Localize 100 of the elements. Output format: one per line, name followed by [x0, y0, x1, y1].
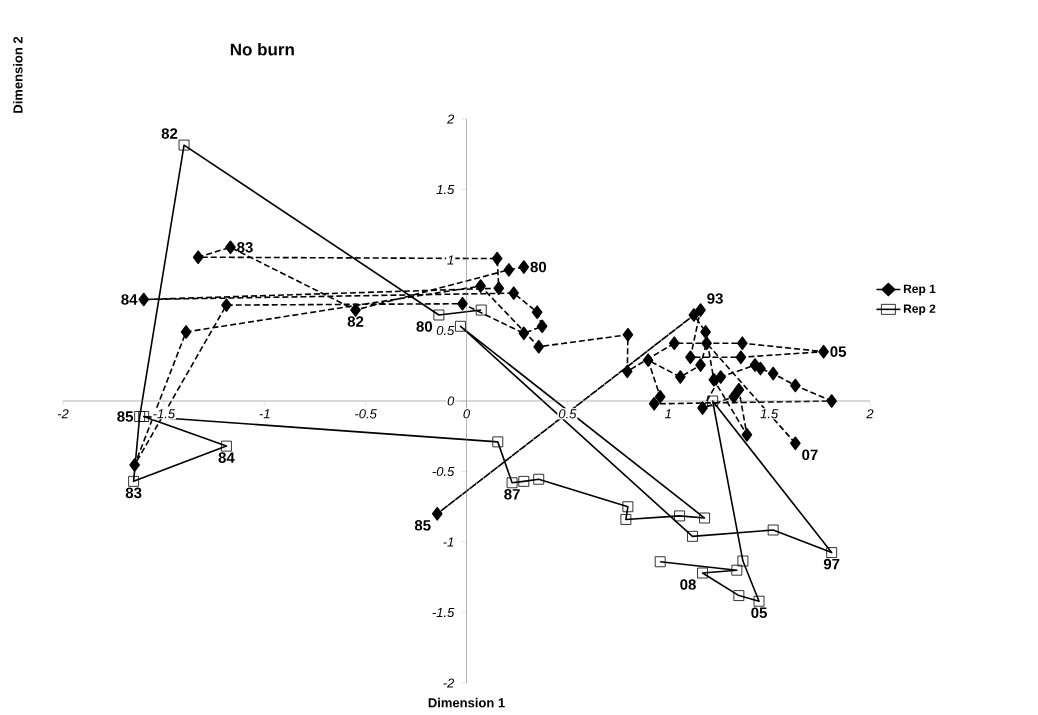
- annotation: 83: [237, 241, 253, 253]
- point: [134, 411, 146, 422]
- y-tick-label: -2: [443, 678, 455, 688]
- point: [221, 298, 232, 312]
- point: [518, 475, 530, 487]
- point: [700, 325, 711, 339]
- point: [457, 296, 468, 311]
- point: [225, 240, 236, 255]
- y-tick-label: 1.5: [436, 184, 455, 195]
- y-tick-label: 0: [447, 396, 455, 406]
- point: [753, 595, 765, 607]
- point: [622, 327, 634, 342]
- point: [129, 458, 140, 472]
- x-tick-label: 1: [664, 409, 671, 419]
- point: [533, 339, 545, 354]
- annotation: 80: [416, 321, 433, 332]
- x-tick-label: -1: [259, 409, 270, 419]
- point: [767, 366, 779, 381]
- point: [221, 440, 232, 452]
- legend-label: Rep 1: [903, 284, 936, 296]
- point: [697, 567, 708, 579]
- point: [475, 304, 487, 316]
- point: [735, 350, 747, 365]
- annotation: 05: [751, 607, 767, 619]
- point: [654, 389, 666, 404]
- point: [699, 512, 710, 524]
- point: [433, 309, 445, 321]
- point: [503, 263, 515, 277]
- point: [767, 524, 779, 536]
- point: [695, 303, 706, 317]
- chart-title: No burn: [230, 43, 294, 56]
- annotation: 08: [680, 579, 696, 590]
- annotation: 85: [117, 411, 134, 422]
- point: [518, 326, 530, 341]
- point: [506, 477, 518, 489]
- point: [685, 350, 696, 365]
- point: [708, 373, 720, 387]
- y-tick-label: 1: [447, 255, 454, 265]
- point: [674, 510, 685, 522]
- point: [818, 344, 829, 359]
- point: [531, 305, 543, 319]
- point: [192, 250, 204, 264]
- point: [733, 590, 745, 601]
- annotation: 83: [125, 487, 142, 499]
- x-tick-label: -1.5: [153, 409, 176, 419]
- annotation: 82: [347, 316, 364, 327]
- point: [178, 139, 190, 151]
- point: [128, 475, 140, 487]
- point: [737, 555, 749, 567]
- point: [642, 353, 654, 367]
- y-tick-label: 2: [446, 114, 455, 124]
- point: [622, 501, 634, 513]
- annotation: 82: [161, 128, 178, 139]
- point: [180, 325, 192, 339]
- point: [648, 397, 660, 411]
- point: [755, 361, 766, 376]
- legend-label: Rep 2: [903, 304, 936, 316]
- x-tick-label: 0: [463, 409, 471, 419]
- point: [790, 436, 801, 451]
- y-tick-label: 0.5: [436, 325, 455, 336]
- point: [687, 530, 698, 542]
- point: [475, 279, 486, 293]
- x-tick-label: 2: [866, 409, 874, 419]
- point: [654, 556, 666, 568]
- x-tick-label: -0.5: [355, 409, 377, 419]
- point: [138, 411, 150, 422]
- annotation: 80: [530, 261, 547, 273]
- point: [508, 286, 520, 300]
- point: [518, 260, 530, 274]
- point: [707, 395, 719, 407]
- annotation: 05: [830, 346, 847, 357]
- x-tick-label: 1.5: [760, 409, 779, 419]
- point: [350, 303, 361, 317]
- annotation: 84: [121, 294, 138, 305]
- point: [533, 473, 545, 485]
- annotation: 85: [414, 520, 431, 531]
- point: [622, 364, 633, 379]
- annotation: 87: [504, 488, 520, 500]
- point: [731, 564, 743, 576]
- point: [737, 336, 748, 350]
- point: [536, 319, 548, 334]
- point: [715, 370, 727, 384]
- point: [138, 292, 149, 307]
- point: [695, 358, 706, 372]
- point: [790, 378, 801, 393]
- point: [728, 389, 740, 404]
- point: [826, 394, 837, 408]
- annotation: 97: [823, 558, 840, 570]
- point: [697, 401, 708, 415]
- point: [688, 308, 700, 322]
- annotation: 07: [802, 449, 818, 461]
- annotation: 84: [218, 452, 235, 463]
- point: [492, 436, 504, 448]
- y-tick-label: -0.5: [432, 466, 455, 477]
- point: [455, 320, 466, 332]
- y-tick-label: -1.5: [432, 607, 455, 618]
- point: [675, 370, 686, 384]
- point: [669, 336, 680, 350]
- point: [826, 547, 838, 558]
- y-tick-label: -1: [443, 537, 454, 547]
